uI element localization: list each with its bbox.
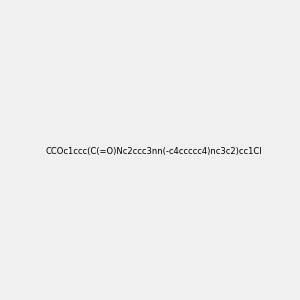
Text: CCOc1ccc(C(=O)Nc2ccc3nn(-c4ccccc4)nc3c2)cc1Cl: CCOc1ccc(C(=O)Nc2ccc3nn(-c4ccccc4)nc3c2)…: [45, 147, 262, 156]
